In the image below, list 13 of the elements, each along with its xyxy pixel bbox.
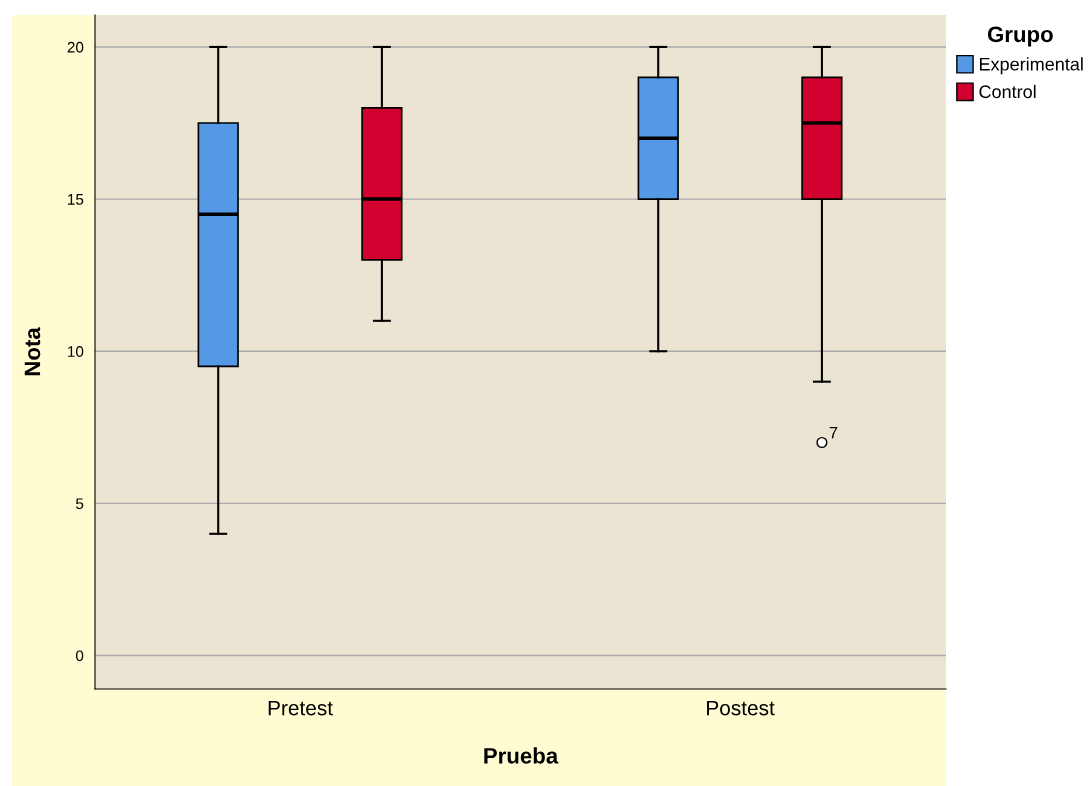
legend-title: Grupo (987, 26, 1053, 47)
y-tick-label: 10 (68, 346, 84, 357)
y-axis-title: Nota (24, 327, 41, 376)
y-tick-label: 5 (76, 498, 84, 510)
y-tick-label: 15 (68, 194, 84, 205)
annotation: 7 (829, 426, 838, 439)
x-tick-label: Postest (707, 700, 775, 716)
y-tick-label: 20 (67, 41, 84, 53)
y-tick-label: 0 (75, 650, 84, 662)
legend-label: Control (979, 84, 1036, 99)
x-axis-title: Prueba (484, 747, 559, 764)
legend-label: Experimental (979, 57, 1083, 75)
x-tick-label: Pretest (268, 700, 333, 716)
